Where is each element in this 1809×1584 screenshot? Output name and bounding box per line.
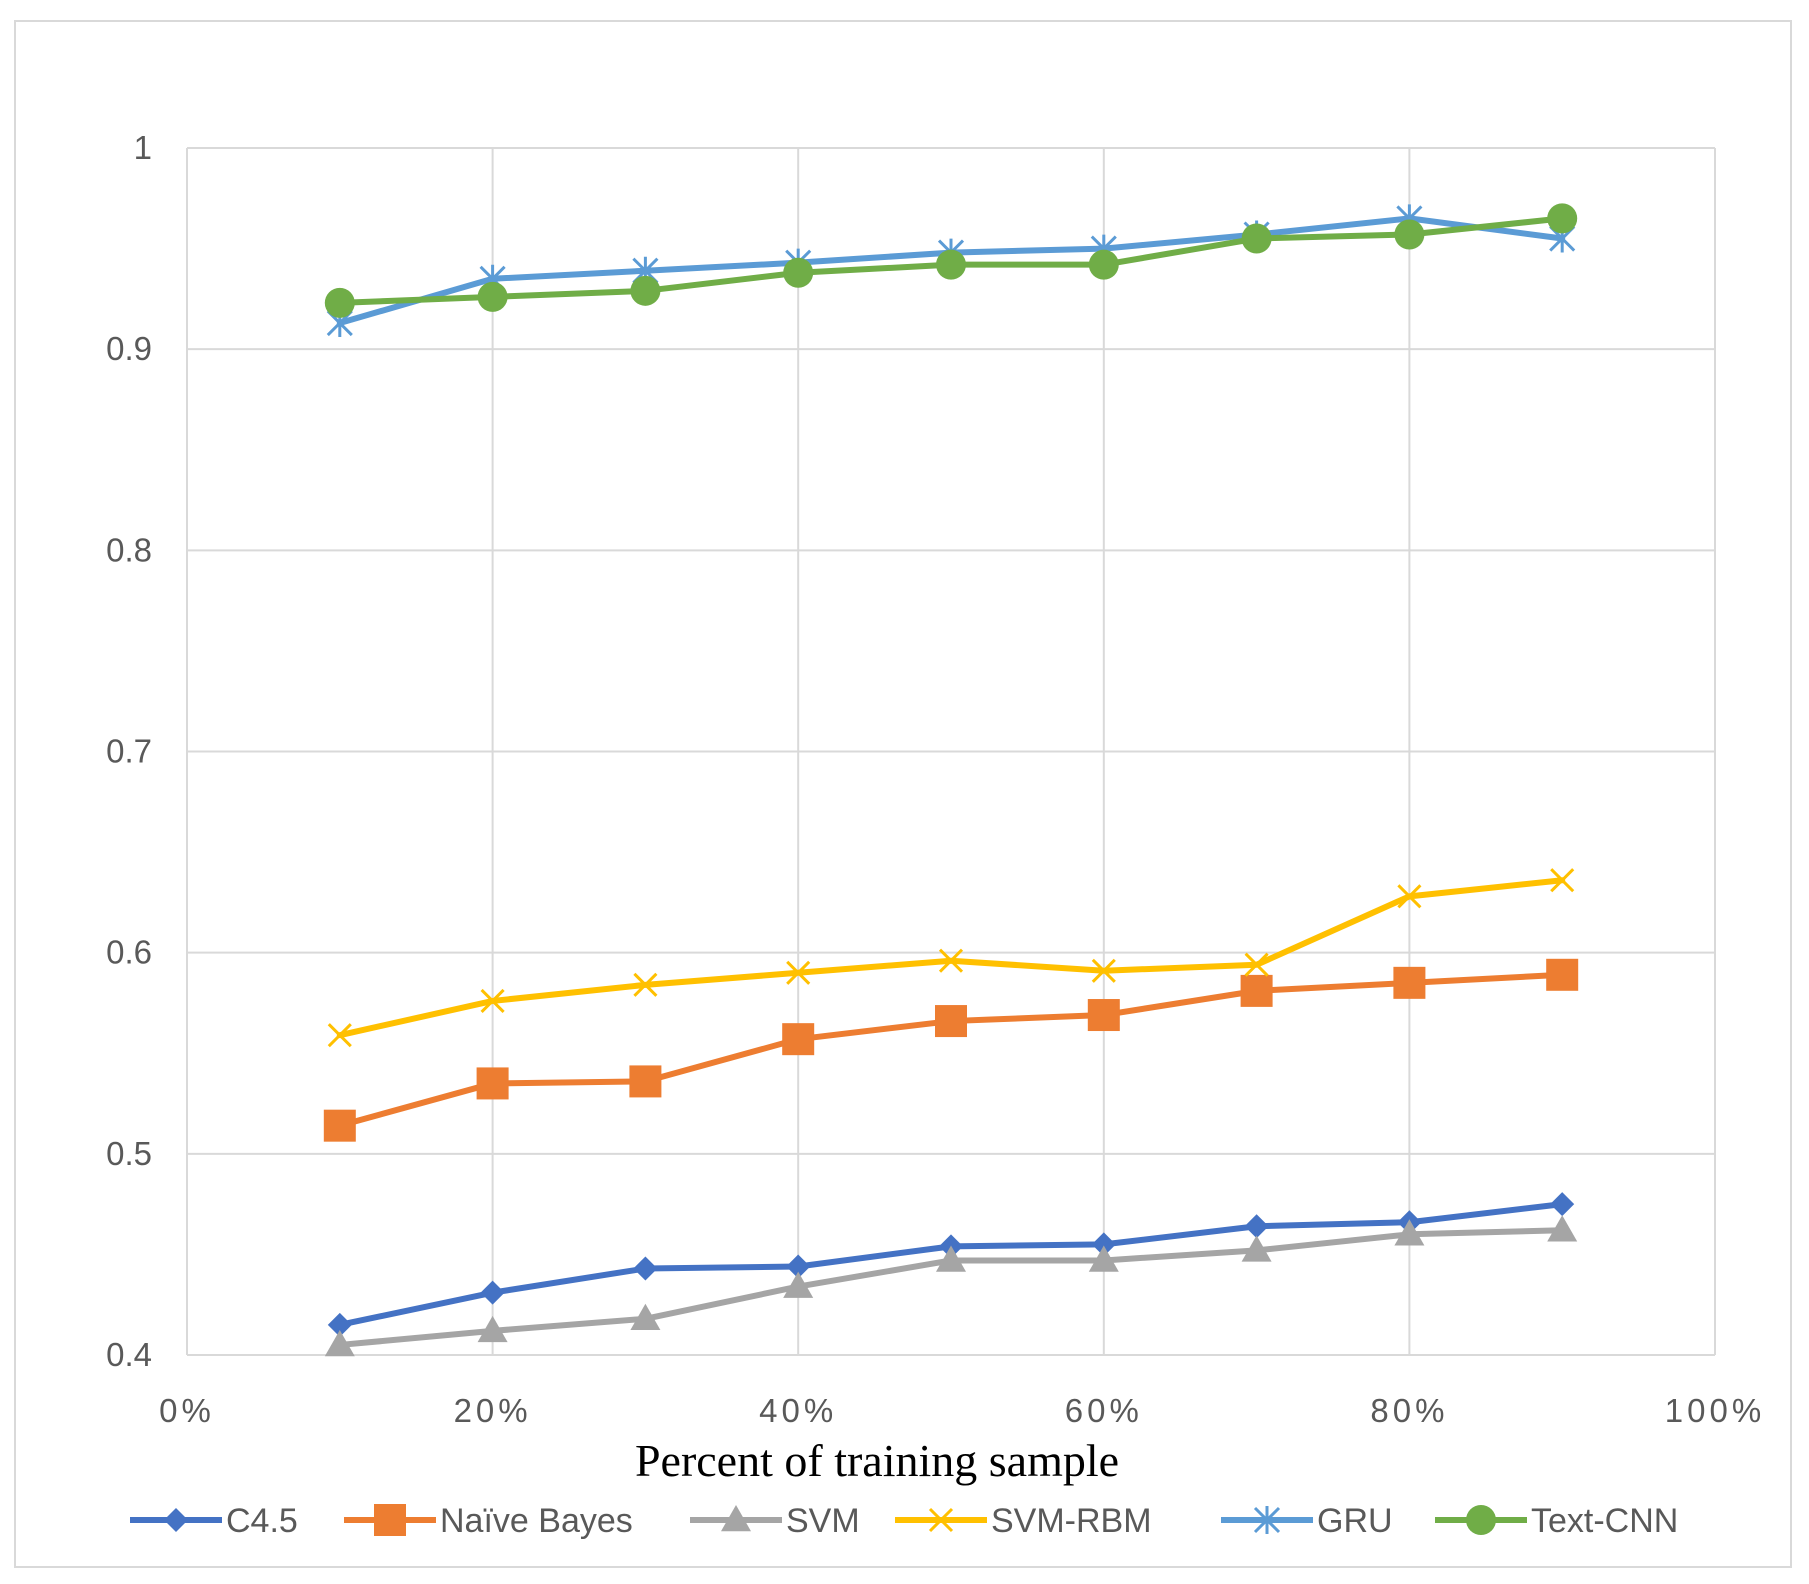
data-point-text-cnn: [1394, 219, 1425, 250]
data-point-svm: [1088, 1245, 1119, 1272]
legend-item-text-cnn: Text-CNN: [1435, 1502, 1678, 1540]
legend-item-gru: GRU: [1221, 1502, 1393, 1540]
series-svm-rbm: [327, 868, 1575, 1048]
data-point-na-ve-bayes: [1546, 958, 1579, 991]
series-text-cnn: [324, 203, 1578, 318]
data-point-svm: [1394, 1219, 1425, 1246]
legend-item-c4-5: C4.5: [130, 1502, 298, 1540]
data-point-svm-rbm: [633, 972, 658, 997]
data-point-na-ve-bayes: [1087, 999, 1120, 1032]
data-point-svm-rbm: [1397, 884, 1422, 909]
data-point-c4-5: [633, 1256, 658, 1281]
data-point-c4-5: [786, 1254, 811, 1279]
data-point-na-ve-bayes: [476, 1067, 509, 1100]
data-point-na-ve-bayes: [1240, 974, 1273, 1007]
x-tick-label: 0%: [159, 1392, 215, 1429]
data-point-svm-rbm: [938, 948, 964, 973]
data-point-svm-rbm: [1244, 952, 1269, 977]
data-point-svm: [477, 1315, 508, 1343]
data-point-na-ve-bayes: [323, 1109, 356, 1142]
x-axis-title: Percent of training sample: [635, 1435, 1119, 1486]
chart-frame: [14, 20, 1792, 1568]
data-point-svm-rbm: [786, 960, 811, 985]
data-point-svm: [1241, 1235, 1272, 1262]
legend-item-svm: SVM: [690, 1502, 860, 1540]
series-na-ve-bayes: [323, 958, 1579, 1142]
data-point-text-cnn: [324, 287, 355, 318]
data-point-na-ve-bayes: [1393, 966, 1426, 999]
y-tick-label: 0.9: [106, 330, 152, 367]
data-point-text-cnn: [1241, 223, 1272, 254]
x-tick-label: 80%: [1370, 1392, 1448, 1429]
data-point-svm-rbm: [1091, 958, 1116, 983]
data-point-c4-5: [480, 1280, 505, 1305]
legend-swatch-marker: [1253, 1506, 1281, 1534]
data-point-svm: [936, 1245, 966, 1272]
legend-swatch-marker: [721, 1505, 751, 1532]
legend-item-na-ve-bayes: Naïve Bayes: [344, 1502, 633, 1540]
x-tick-label: 60%: [1065, 1392, 1143, 1429]
y-tick-label: 1: [134, 129, 152, 166]
data-point-na-ve-bayes: [782, 1023, 815, 1056]
y-tick-label: 0.5: [106, 1135, 152, 1172]
legend-swatch-marker: [164, 1508, 188, 1532]
y-tick-label: 0.8: [106, 531, 152, 568]
data-point-c4-5: [1091, 1232, 1116, 1257]
data-point-svm-rbm: [480, 988, 505, 1014]
y-tick-label: 0.4: [106, 1336, 152, 1373]
gridlines: [186, 147, 1716, 1356]
y-axis-tick-labels: 0.4 0.5 0.6 0.7 0.8 0.9 1: [106, 129, 152, 1373]
data-point-svm: [324, 1329, 355, 1357]
data-point-na-ve-bayes: [629, 1065, 662, 1098]
data-point-svm-rbm: [1550, 868, 1575, 893]
data-point-text-cnn: [783, 257, 814, 288]
legend-label: Naïve Bayes: [440, 1502, 633, 1540]
x-tick-label: 100%: [1665, 1392, 1765, 1429]
legend-label: C4.5: [226, 1502, 298, 1540]
y-tick-label: 0.7: [106, 733, 152, 770]
legend-item-svm-rbm: SVM-RBM: [895, 1502, 1152, 1540]
data-point-text-cnn: [1088, 249, 1119, 280]
data-point-text-cnn: [477, 281, 508, 312]
legend-swatch-marker: [928, 1507, 954, 1533]
legend-swatch-marker: [374, 1504, 406, 1536]
data-point-text-cnn: [630, 275, 661, 306]
data-point-text-cnn: [1547, 203, 1578, 234]
data-point-c4-5: [327, 1312, 352, 1337]
series-lines: [323, 203, 1579, 1357]
legend-label: GRU: [1317, 1502, 1393, 1540]
data-point-c4-5: [1550, 1192, 1575, 1217]
x-tick-label: 20%: [454, 1392, 532, 1429]
data-point-svm: [1547, 1215, 1578, 1242]
data-point-svm-rbm: [327, 1023, 352, 1048]
legend-label: Text-CNN: [1531, 1502, 1678, 1540]
x-axis-tick-labels: 0% 20% 40% 60% 80% 100%: [159, 1392, 1765, 1429]
data-point-svm: [630, 1303, 661, 1331]
data-point-text-cnn: [936, 249, 966, 280]
y-tick-label: 0.6: [106, 934, 152, 971]
data-point-svm: [783, 1271, 814, 1298]
legend: C4.5 Naïve Bayes SVM SVM-RBM GRU Text-CNN: [130, 1502, 1678, 1540]
x-tick-label: 40%: [759, 1392, 837, 1429]
legend-label: SVM-RBM: [991, 1502, 1152, 1540]
data-point-c4-5: [1244, 1214, 1269, 1239]
legend-swatch-marker: [1466, 1505, 1496, 1535]
legend-label: SVM: [786, 1502, 860, 1540]
series-svm: [324, 1215, 1578, 1357]
data-point-na-ve-bayes: [935, 1005, 967, 1038]
